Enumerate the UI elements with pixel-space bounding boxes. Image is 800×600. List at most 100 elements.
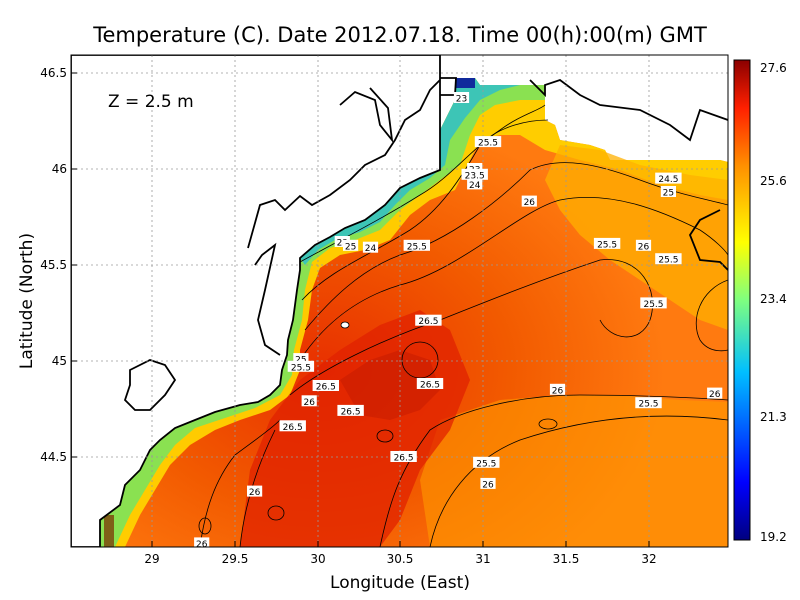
contour-label-text: 26 <box>249 488 261 498</box>
x-tick-label: 32 <box>641 552 656 566</box>
contour-label-text: 23 <box>337 239 348 249</box>
chart-title: Temperature (C). Date 2012.07.18. Time 0… <box>92 23 707 47</box>
contour-label: 25 <box>343 239 359 252</box>
contour-label-text: 23.5 <box>465 171 485 181</box>
contour-label: 26 <box>480 477 496 490</box>
contour-label: 26.5 <box>279 420 306 433</box>
colorbar: 27.6 25.6 23.4 21.3 19.2 <box>733 59 787 544</box>
contour-label-text: 25.5 <box>407 242 427 252</box>
contour-label-box <box>334 236 350 247</box>
contour-label: 25.5 <box>655 253 682 266</box>
contour-label: 24 <box>467 178 483 191</box>
y-axis: 46.5 46 45.5 45 44.5 Latitude (North) <box>17 66 77 464</box>
contour-label-box <box>467 163 483 174</box>
contour-label: 26 <box>301 395 317 408</box>
contour-label-box <box>635 239 652 251</box>
contour-label-text: 26 <box>709 390 721 400</box>
contour-label-box <box>194 537 210 547</box>
contour-label: 23 <box>334 236 350 249</box>
x-axis: 29 29.5 30 30.5 31 31.5 32 Longitude (Ea… <box>144 541 657 593</box>
contour-label: 23.5 <box>461 168 488 181</box>
contour-label-text: 25.5 <box>291 363 311 373</box>
contour-label-text: 26 <box>552 386 564 396</box>
y-tick-label: 44.5 <box>40 450 67 464</box>
contour-label-text: 25.5 <box>658 256 678 266</box>
contour-label-box <box>390 451 417 462</box>
y-tick-label: 46.5 <box>40 66 67 80</box>
y-tick-label: 45 <box>52 354 67 368</box>
contour-label-box <box>403 239 430 251</box>
contour-label: 23 <box>453 92 470 105</box>
contour-label-text: 26.5 <box>283 423 303 433</box>
contour-label-box <box>415 314 442 326</box>
contour-label-text: 23 <box>456 95 467 105</box>
contour-label: 25.5 <box>593 237 621 250</box>
contour-label-text: 24.5 <box>658 175 678 185</box>
contour-label-box <box>707 387 723 399</box>
contour-label-box <box>521 195 537 207</box>
colorbar-tick-label: 21.3 <box>760 410 787 424</box>
contour-label: 26 <box>194 537 210 547</box>
x-axis-label: Longitude (East) <box>330 573 470 593</box>
contour-label-text: 25.5 <box>643 300 663 310</box>
contour-label-box <box>312 380 339 391</box>
contour-label-text: 25 <box>663 189 674 199</box>
y-tick-label: 45.5 <box>40 258 67 272</box>
contour-label: 25.5 <box>403 239 430 252</box>
colorbar-tick-label: 25.6 <box>760 174 787 188</box>
contour-label-text: 26 <box>524 198 536 208</box>
contour-label-box <box>301 395 317 407</box>
contour-label-box <box>480 477 496 489</box>
x-tick-label: 31 <box>475 552 490 566</box>
contour-label-box <box>279 420 306 432</box>
x-tick-label: 29 <box>144 552 159 566</box>
contour-label-text: 24 <box>469 181 481 191</box>
contour-label-box <box>453 92 470 103</box>
contour-label-box <box>655 253 682 265</box>
contour-label-box <box>640 297 667 309</box>
contour-lines <box>198 104 728 547</box>
contour-label-text: 26.5 <box>341 407 361 417</box>
contour-label: 24.5 <box>655 172 682 185</box>
contour-label-text: 25.5 <box>638 400 658 410</box>
contour-label-text: 26.5 <box>418 317 438 327</box>
contour-label: 26 <box>635 239 652 252</box>
contour-label: 26.5 <box>415 314 442 327</box>
contour-label-text: 26 <box>638 242 650 252</box>
contour-label-text: 26 <box>303 398 315 408</box>
contour-label: 26.5 <box>337 404 364 417</box>
colorbar-tick-label: 19.2 <box>760 530 787 544</box>
contour-label: 26.5 <box>390 451 417 464</box>
contour-label: 26.5 <box>416 378 444 391</box>
contour-label: 25.5 <box>287 360 315 373</box>
x-tick-label: 30 <box>310 552 325 566</box>
contour-label: 26 <box>707 387 723 400</box>
contour-label-box <box>287 360 315 372</box>
contour-label-text: 25 <box>345 242 356 252</box>
map-plot-area: 2325.52323.52424.5252623252425.525.52625… <box>71 55 728 547</box>
contour-label: 26 <box>549 383 566 396</box>
depth-label: Z = 2.5 m <box>108 92 194 112</box>
contour-label: 25.5 <box>640 297 667 310</box>
contour-label: 25.5 <box>635 397 662 410</box>
contour-label-box <box>247 485 263 497</box>
contour-label-box <box>660 186 676 197</box>
contour-label-box <box>549 383 566 395</box>
contour-label-text: 25.5 <box>597 240 617 250</box>
contour-label-box <box>635 397 662 409</box>
contour-label-box <box>416 378 444 389</box>
temperature-field <box>100 78 728 547</box>
contour-label-text: 24 <box>365 244 377 254</box>
coastline <box>71 55 728 547</box>
contour-label-text: 25.5 <box>476 459 496 469</box>
x-tick-label: 29.5 <box>222 552 249 566</box>
contour-label: 24 <box>362 241 379 254</box>
contour-label-box <box>362 241 379 253</box>
contour-label-box <box>337 404 364 416</box>
contour-label-box <box>473 456 500 468</box>
contour-label-box <box>293 353 309 365</box>
contour-labels: 2325.52323.52424.5252623252425.525.52625… <box>194 92 723 547</box>
x-tick-label: 30.5 <box>387 552 414 566</box>
contour-label-text: 26.5 <box>420 381 440 391</box>
